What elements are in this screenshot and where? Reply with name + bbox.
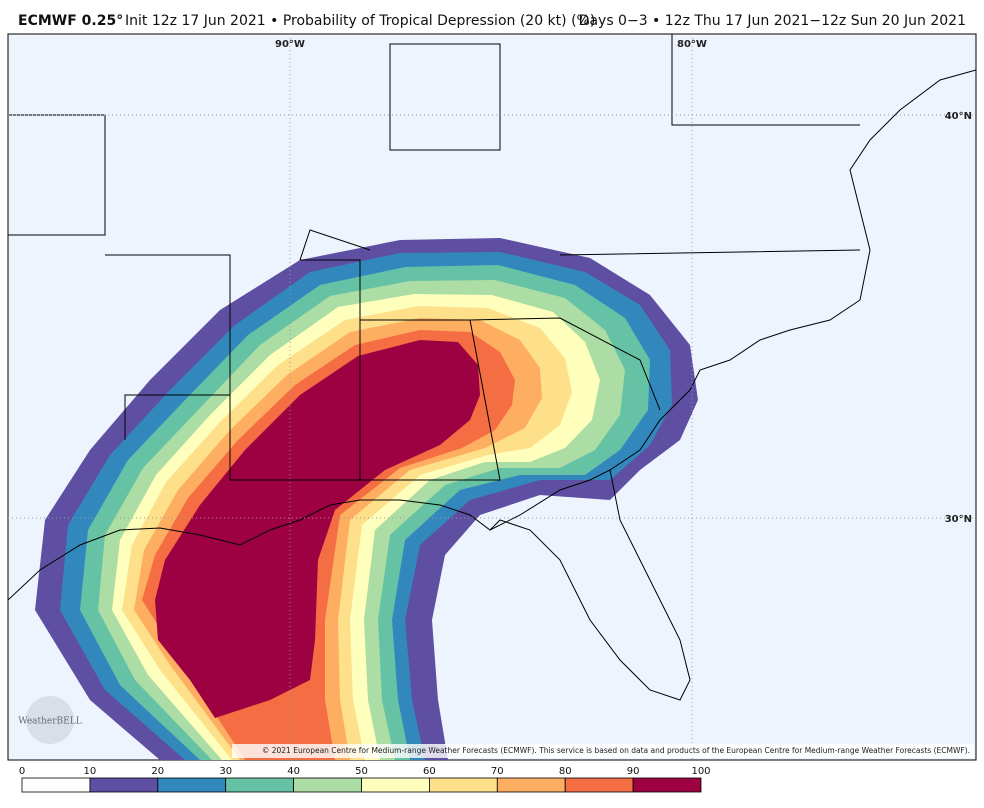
colorbar-tick-label: 50: [355, 766, 368, 777]
colorbar-tick-label: 90: [627, 766, 640, 777]
colorbar-segment: [225, 777, 294, 793]
geography: [8, 34, 976, 760]
lon-label: 90°W: [275, 39, 305, 50]
colorbar-tick-label: 80: [559, 766, 572, 777]
colorbar-segment: [361, 777, 430, 793]
colorbar: 0 10 20 30 40 50 60 70 80 90 100: [19, 766, 711, 793]
lat-label: 30°N: [945, 514, 972, 525]
colorbar-segment: [564, 777, 634, 793]
colorbar-tick-label: 70: [491, 766, 504, 777]
colorbar-segment: [496, 777, 566, 793]
probability-field: [35, 238, 698, 760]
colorbar-segment: [293, 777, 362, 793]
colorbar-tick-label: 20: [151, 766, 164, 777]
logo-mark: [26, 696, 74, 744]
colorbar-tick-label: 10: [84, 766, 97, 777]
probability-contour: [155, 340, 480, 718]
lat-label: 40°N: [945, 111, 972, 122]
valid-time: Days 0−3 • 12z Thu 17 Jun 2021−12z Sun 2…: [579, 13, 966, 29]
logo: WeatherBELL: [18, 717, 81, 727]
colorbar-tick-label: 30: [219, 766, 232, 777]
colorbar-tick-label: 40: [287, 766, 300, 777]
colorbar-segment: [632, 777, 702, 793]
colorbar-tick-label: 60: [423, 766, 436, 777]
colorbar-tick-label: 100: [691, 766, 710, 777]
description: Init 12z 17 Jun 2021 • Probability of Tr…: [125, 13, 595, 29]
colorbar-segment: [157, 777, 227, 793]
colorbar-segment: [428, 777, 498, 793]
colorbar-segment: [89, 777, 159, 793]
lon-label: 80°W: [677, 39, 707, 50]
copyright: © 2021 European Centre for Medium-range …: [262, 746, 970, 755]
copyright-bg: [232, 744, 974, 758]
colorbar-segment: [21, 777, 91, 793]
model-label: ECMWF 0.25°: [18, 13, 123, 29]
colorbar-tick-label: 0: [19, 766, 25, 777]
